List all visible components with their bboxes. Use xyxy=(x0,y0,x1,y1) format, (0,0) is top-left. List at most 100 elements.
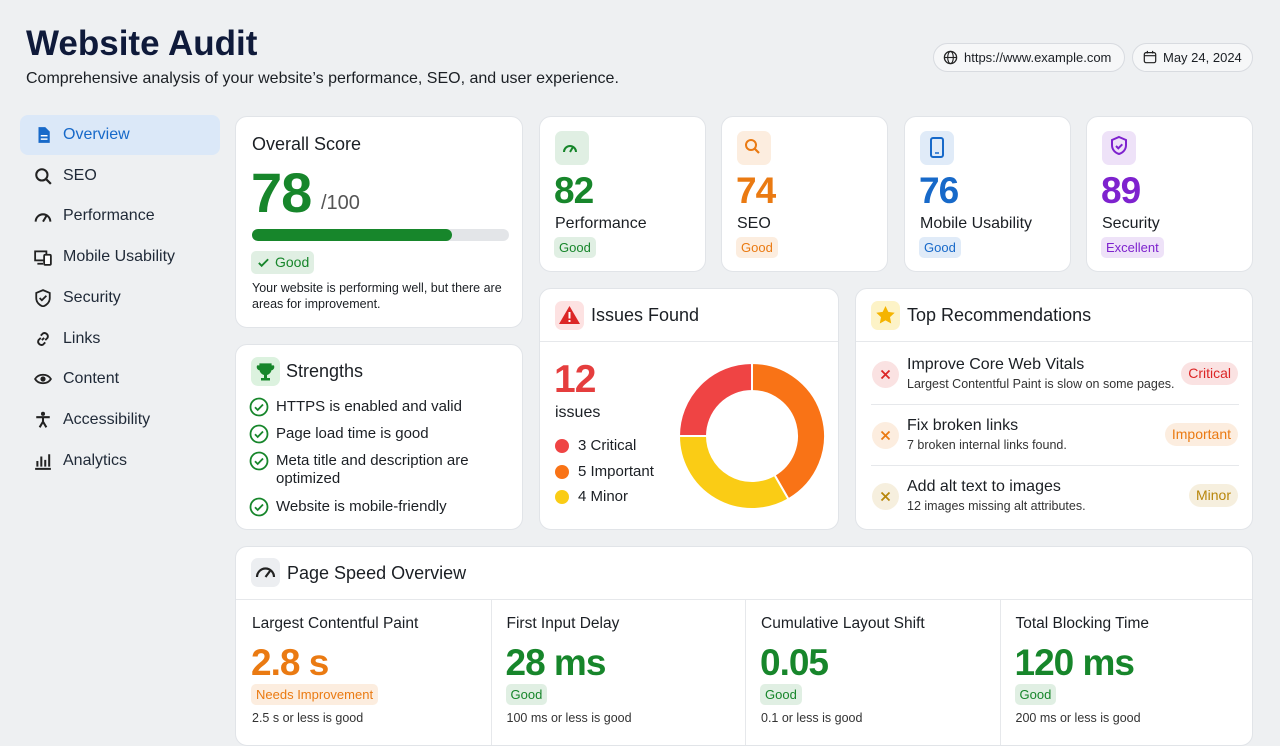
legend-count: 3 xyxy=(578,437,587,454)
score-badge: Good xyxy=(736,237,778,258)
page-subtitle: Comprehensive analysis of your website’s… xyxy=(26,70,619,87)
nav-icon xyxy=(34,374,52,385)
legend-label: 4 Minor xyxy=(578,488,628,505)
nav-item[interactable]: Mobile Usability xyxy=(20,237,220,277)
nav-icon xyxy=(36,411,50,428)
date-pill[interactable]: May 24, 2024 xyxy=(1132,43,1253,72)
score-label: SEO xyxy=(737,215,771,232)
trophy-icon xyxy=(251,357,280,386)
score-track xyxy=(252,229,509,241)
donut-segment xyxy=(677,361,753,437)
metric-note: 2.5 s or less is good xyxy=(252,711,364,725)
card-title: Overall Score xyxy=(252,134,362,154)
divider xyxy=(871,404,1239,405)
nav-label: Overview xyxy=(63,126,130,143)
nav-icon xyxy=(34,213,52,223)
rec-detail: 12 images missing alt attributes. xyxy=(907,499,1086,513)
strength-text: Meta title and description are optimized xyxy=(276,452,469,487)
nav-label: Analytics xyxy=(63,451,128,469)
strength-text: HTTPS is enabled and valid xyxy=(276,398,462,415)
metric-value: 2.8 s xyxy=(251,642,329,683)
nav-item[interactable]: Accessibility xyxy=(20,400,220,440)
nav-item[interactable]: Overview xyxy=(20,115,220,155)
score-bar xyxy=(252,229,453,241)
nav-icon xyxy=(35,288,51,307)
rec-badge: Critical xyxy=(1181,362,1238,385)
score-card: 76 Mobile Usability Good xyxy=(904,116,1071,272)
score-icon xyxy=(737,131,771,165)
nav-item[interactable]: Analytics xyxy=(20,441,220,481)
metric-value: 0.05 xyxy=(760,642,829,683)
overall-score: 78 xyxy=(251,161,312,224)
nav-item[interactable]: Links xyxy=(20,319,220,359)
score-value: 76 xyxy=(919,170,959,211)
legend-name: Critical xyxy=(590,437,637,454)
score-card: 74 SEO Good xyxy=(721,116,888,272)
divider xyxy=(490,600,492,745)
divider xyxy=(236,599,1252,600)
page-speed-card: Page Speed Overview Largest Contentful P… xyxy=(235,546,1253,746)
check-icon xyxy=(249,424,269,444)
check-icon xyxy=(249,397,269,417)
score-value: 89 xyxy=(1101,170,1141,211)
divider xyxy=(856,341,1252,342)
metric-value: 28 ms xyxy=(505,642,607,683)
nav-item[interactable]: Content xyxy=(20,359,220,399)
score-badge: Excellent xyxy=(1101,237,1164,258)
nav-icon xyxy=(35,167,52,185)
metric-name: Cumulative Layout Shift xyxy=(761,615,925,632)
nav-label: Mobile Usability xyxy=(63,248,176,266)
legend-count: 4 xyxy=(578,488,587,505)
nav-label: Content xyxy=(63,370,120,388)
rec-title: Improve Core Web Vitals xyxy=(907,356,1085,373)
nav-label: SEO xyxy=(63,166,97,184)
score-label: Mobile Usability xyxy=(920,215,1033,232)
nav-label: Links xyxy=(63,329,101,347)
legend-label: 3 Critical xyxy=(578,437,636,454)
legend-count: 5 xyxy=(578,462,587,480)
nav-label: Performance xyxy=(63,207,155,225)
score-icon xyxy=(555,131,589,165)
check-icon xyxy=(249,497,269,517)
warning-icon xyxy=(555,301,584,330)
legend-name: Important xyxy=(590,462,654,480)
date: May 24, 2024 xyxy=(1163,50,1242,65)
gauge-icon xyxy=(251,558,280,587)
globe-icon xyxy=(943,50,958,65)
score-label: Security xyxy=(1102,215,1160,232)
metric-badge: Needs Improvement xyxy=(251,684,379,705)
rec-badge: Minor xyxy=(1188,484,1238,507)
divider xyxy=(745,600,746,745)
issues-total: 12 xyxy=(554,358,596,401)
nav-label: Accessibility xyxy=(63,410,151,428)
overall-card: Overall Score 78 /100 Good Your website … xyxy=(235,116,523,328)
nav-item[interactable]: Security xyxy=(20,278,220,318)
url: https://www.example.com xyxy=(964,50,1112,65)
metric-badge: Good xyxy=(760,684,802,705)
legend-dot xyxy=(555,439,569,453)
nav-item[interactable]: SEO xyxy=(20,156,220,196)
star-icon xyxy=(871,301,900,330)
url-pill[interactable]: https://www.example.com xyxy=(933,43,1125,72)
rec-icon xyxy=(872,483,899,510)
calendar-icon xyxy=(1143,50,1157,64)
card-title: Page Speed Overview xyxy=(287,563,467,583)
divider xyxy=(999,600,1001,745)
recommendations-card: Top Recommendations Improve Core Web Vit… xyxy=(855,288,1253,530)
card-title: Top Recommendations xyxy=(907,305,1092,325)
issues-donut xyxy=(677,361,826,510)
metric-badge: Good xyxy=(1014,684,1057,705)
issues-unit: issues xyxy=(555,404,601,421)
nav-item[interactable]: Performance xyxy=(20,196,220,236)
strength-text: Page load time is good xyxy=(276,425,429,442)
metric-note: 100 ms or less is good xyxy=(506,711,632,725)
score-card: 89 Security Excellent xyxy=(1086,116,1253,272)
nav-icon xyxy=(34,250,52,266)
legend-dot xyxy=(555,464,569,479)
metric-name: Largest Contentful Paint xyxy=(252,615,419,632)
metric-name: First Input Delay xyxy=(506,615,620,632)
badge-text: Good xyxy=(275,254,310,270)
rec-title: Add alt text to images xyxy=(907,478,1061,495)
metric-name: Total Blocking Time xyxy=(1015,615,1150,632)
nav-icon xyxy=(35,453,51,470)
